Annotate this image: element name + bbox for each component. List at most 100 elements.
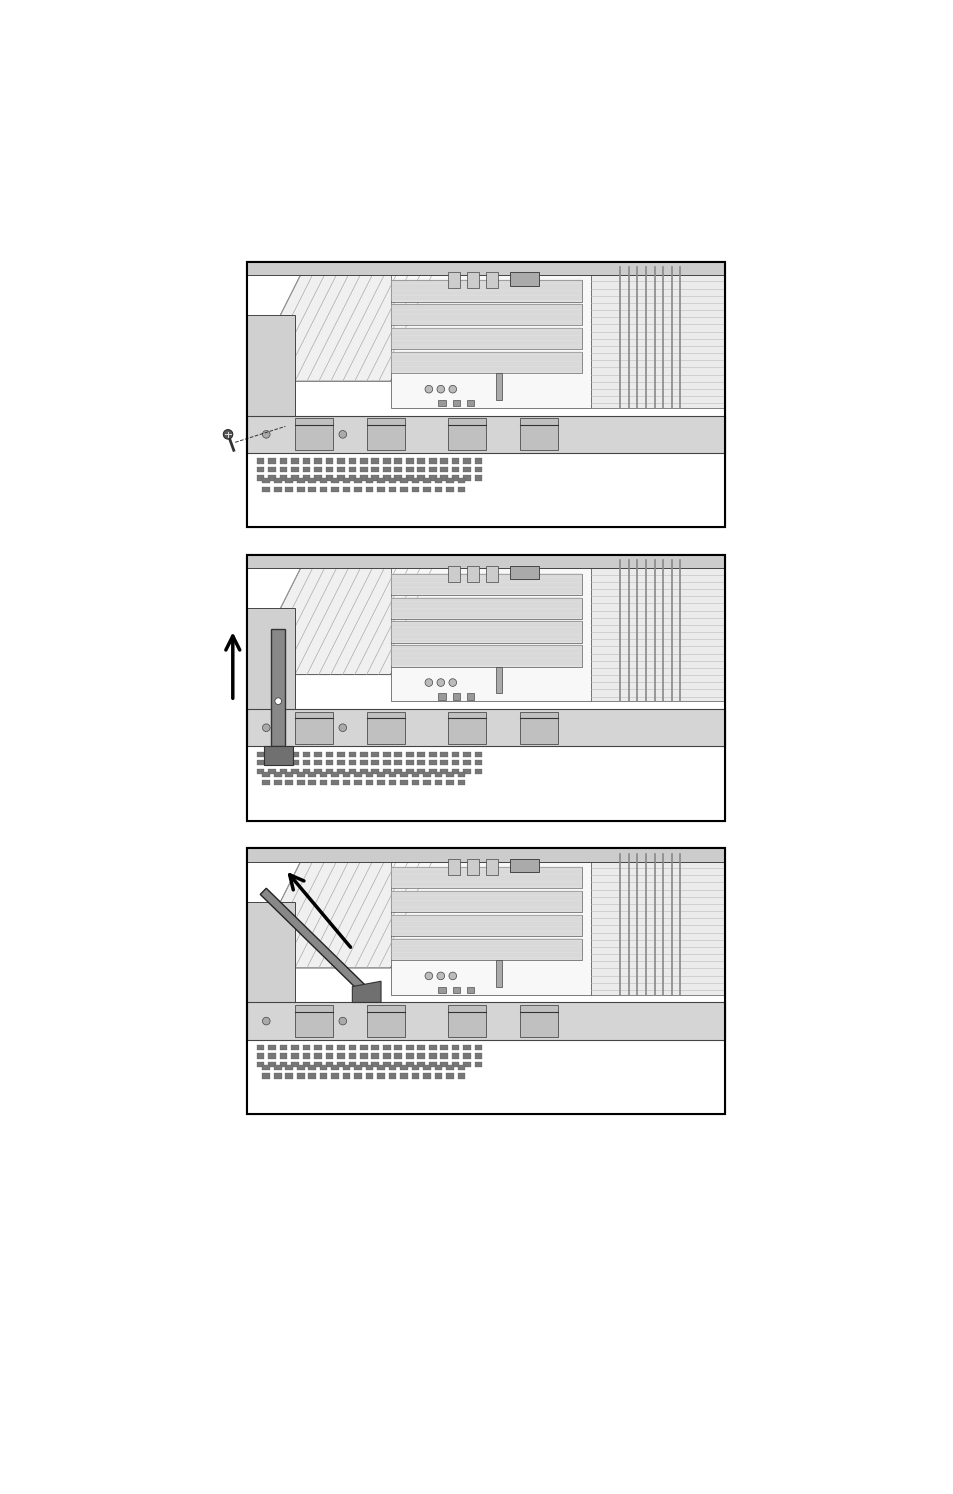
Bar	[448, 566, 459, 581]
Bar	[325, 1053, 333, 1059]
Circle shape	[436, 385, 444, 393]
Bar	[429, 475, 436, 481]
Bar	[416, 466, 425, 472]
Bar	[452, 1062, 459, 1067]
Polygon shape	[390, 914, 581, 937]
Bar	[446, 771, 454, 777]
Bar	[285, 1073, 293, 1079]
Polygon shape	[247, 1002, 724, 1040]
Bar	[354, 1073, 361, 1079]
Bar	[348, 475, 355, 481]
Bar	[291, 1044, 298, 1050]
Bar	[446, 478, 454, 484]
Bar	[411, 771, 419, 777]
Bar	[467, 986, 474, 994]
Bar	[423, 780, 431, 786]
Bar	[486, 272, 497, 288]
Bar	[463, 760, 471, 765]
Bar	[411, 780, 419, 786]
Bar	[291, 768, 298, 774]
Bar	[296, 771, 304, 777]
Circle shape	[436, 973, 444, 980]
Polygon shape	[390, 853, 591, 995]
Bar	[411, 487, 419, 492]
Polygon shape	[448, 1005, 486, 1037]
Bar	[279, 459, 287, 463]
Bar	[325, 466, 333, 472]
Bar	[262, 780, 270, 786]
Bar	[336, 760, 344, 765]
Circle shape	[338, 1017, 346, 1025]
Circle shape	[449, 385, 456, 393]
Bar	[336, 459, 344, 463]
Bar	[359, 768, 367, 774]
Bar	[247, 261, 724, 275]
Bar	[314, 475, 321, 481]
Bar	[325, 751, 333, 757]
Bar	[446, 780, 454, 786]
Bar	[291, 466, 298, 472]
Bar	[342, 780, 350, 786]
Bar	[262, 487, 270, 492]
Bar	[268, 1062, 275, 1067]
Bar	[475, 760, 482, 765]
Bar	[388, 771, 395, 777]
Bar	[359, 1062, 367, 1067]
Bar	[342, 1073, 350, 1079]
Bar	[399, 771, 407, 777]
Bar	[256, 768, 264, 774]
Bar	[256, 1053, 264, 1059]
Bar	[382, 1062, 390, 1067]
Bar	[405, 760, 413, 765]
Polygon shape	[366, 418, 404, 450]
Bar	[325, 1062, 333, 1067]
Bar	[448, 272, 459, 288]
Bar	[371, 475, 378, 481]
Bar	[435, 487, 442, 492]
Bar	[336, 475, 344, 481]
Polygon shape	[352, 982, 380, 1002]
Bar	[296, 487, 304, 492]
Bar	[342, 487, 350, 492]
Bar	[457, 1073, 465, 1079]
Polygon shape	[390, 560, 591, 701]
Bar	[376, 771, 384, 777]
Bar	[423, 478, 431, 484]
Bar	[348, 751, 355, 757]
Bar	[331, 780, 338, 786]
Bar	[314, 459, 321, 463]
Bar	[457, 478, 465, 484]
Bar	[268, 768, 275, 774]
Bar	[296, 1065, 304, 1070]
Bar	[416, 1044, 425, 1050]
Bar	[274, 771, 281, 777]
Bar	[416, 760, 425, 765]
Circle shape	[262, 1017, 270, 1025]
Bar	[365, 1073, 373, 1079]
Bar	[296, 478, 304, 484]
Bar	[325, 1044, 333, 1050]
Bar	[435, 780, 442, 786]
Bar	[411, 1073, 419, 1079]
Bar	[467, 693, 474, 699]
Bar	[416, 751, 425, 757]
Bar	[371, 768, 378, 774]
Bar	[291, 1053, 298, 1059]
Bar	[467, 272, 478, 288]
Bar	[285, 771, 293, 777]
Bar	[336, 768, 344, 774]
Bar	[279, 475, 287, 481]
Polygon shape	[390, 622, 581, 642]
Bar	[247, 849, 724, 1115]
Bar	[291, 1062, 298, 1067]
Bar	[399, 478, 407, 484]
Bar	[423, 1065, 431, 1070]
Bar	[365, 478, 373, 484]
Bar	[268, 459, 275, 463]
Bar	[382, 1044, 390, 1050]
Bar	[457, 780, 465, 786]
Bar	[279, 768, 287, 774]
Bar	[247, 556, 724, 820]
Bar	[475, 1053, 482, 1059]
Bar	[463, 768, 471, 774]
